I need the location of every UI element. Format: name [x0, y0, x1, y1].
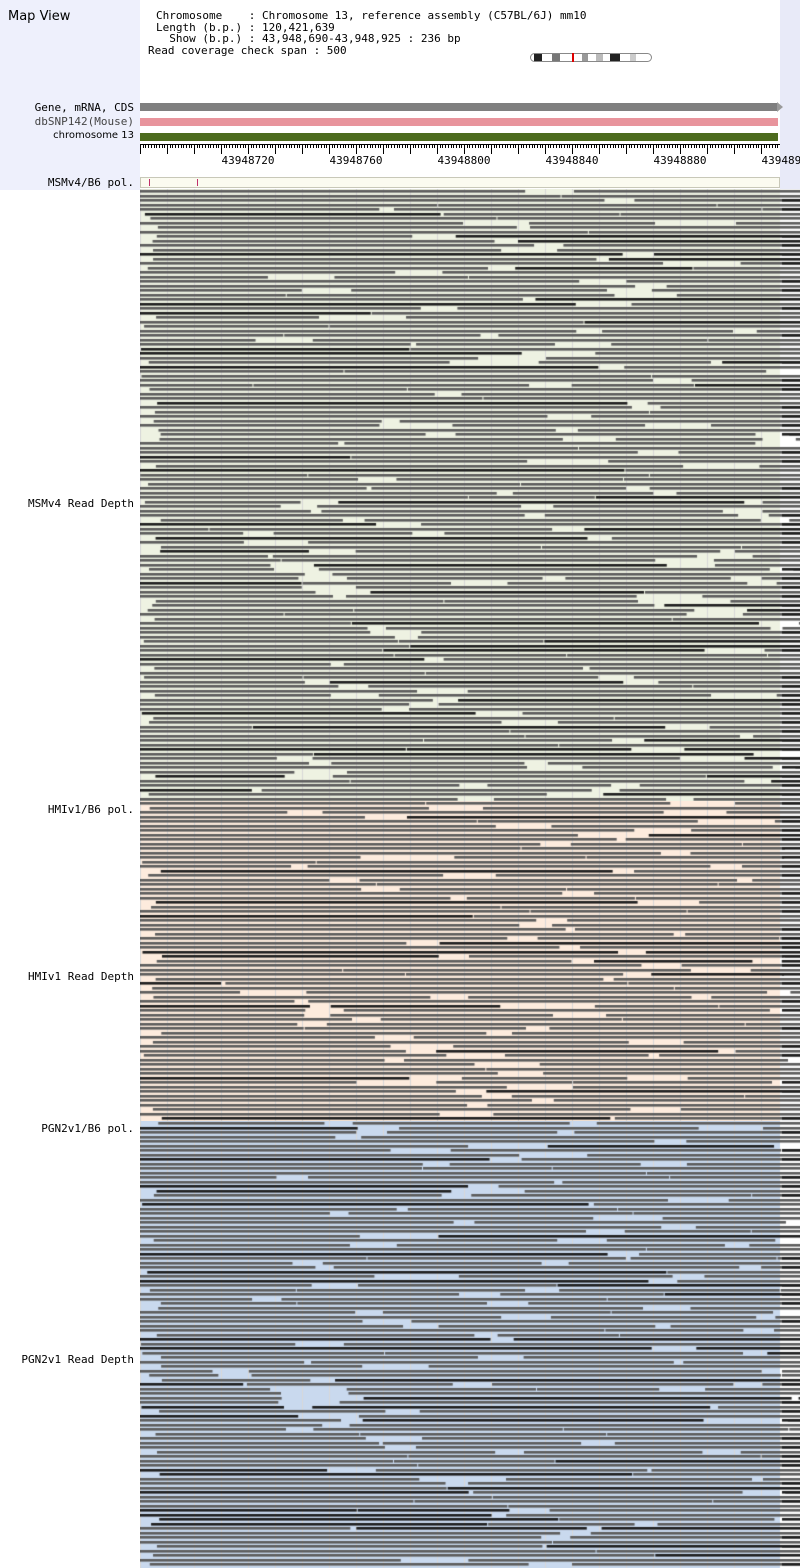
gene-track-bar[interactable]: [140, 103, 778, 111]
chromosome-track-bar[interactable]: [140, 133, 778, 141]
header-label-area: [0, 0, 140, 190]
page-title: Map View: [8, 9, 71, 24]
ruler-tick-label: 43948920: [761, 154, 800, 167]
track-label-dbsnp: dbSNP142(Mouse): [34, 115, 134, 128]
label-column: Map View Gene, mRNA, CDS dbSNP142(Mouse)…: [0, 0, 140, 1568]
show-line: Show (b.p.) : 43,948,690-43,948,925 : 23…: [156, 32, 461, 45]
chromosome-ideogram[interactable]: [530, 53, 652, 62]
region-info: Chromosome : Chromosome 13, reference as…: [148, 10, 586, 56]
strain-pol-label-msm: MSMv4/B6 pol.: [47, 176, 134, 189]
ruler-tick-label: 43948760: [329, 154, 383, 167]
ruler-tick-label: 43948840: [545, 154, 599, 167]
ruler-ticks: [140, 144, 780, 154]
length-line: Length (b.p.) : 120,421,639: [156, 20, 335, 34]
pgn-read-depth-panel[interactable]: [140, 1121, 800, 1568]
ruler-tick-label: 43948880: [653, 154, 707, 167]
track-label-chromosome: chromosome 13: [53, 130, 134, 141]
strain-depth-label-msm: MSMv4 Read Depth: [28, 497, 134, 510]
hmi-read-depth-panel[interactable]: [140, 801, 800, 1121]
track-label-gene: Gene, mRNA, CDS: [34, 101, 134, 114]
gene-direction-arrow-icon: [777, 102, 783, 112]
strain-depth-label-pgn: PGN2v1 Read Depth: [21, 1353, 134, 1366]
msm-polymorphism-strip: [140, 177, 780, 188]
chromosome-line: Chromosome : Chromosome 13, reference as…: [156, 9, 587, 22]
snp-marker[interactable]: [149, 179, 150, 186]
pgn-read-alignments: [140, 1121, 800, 1568]
position-ruler: 43948720 43948760 43948800 43948840 4394…: [140, 144, 800, 177]
ruler-tick-label: 43948800: [437, 154, 491, 167]
msm-read-depth-panel[interactable]: [140, 189, 800, 801]
span-line: Read coverage check span : 500: [148, 43, 347, 57]
strain-pol-label-pgn: PGN2v1/B6 pol.: [41, 1122, 134, 1135]
snp-marker[interactable]: [197, 179, 198, 186]
msm-read-alignments: [140, 189, 800, 801]
hmi-read-alignments: [140, 801, 800, 1121]
strain-depth-label-hmi: HMIv1 Read Depth: [28, 970, 134, 983]
dbsnp-track-bar[interactable]: [140, 118, 778, 126]
strain-pol-label-hmi: HMIv1/B6 pol.: [47, 803, 134, 816]
ruler-tick-label: 43948720: [221, 154, 275, 167]
